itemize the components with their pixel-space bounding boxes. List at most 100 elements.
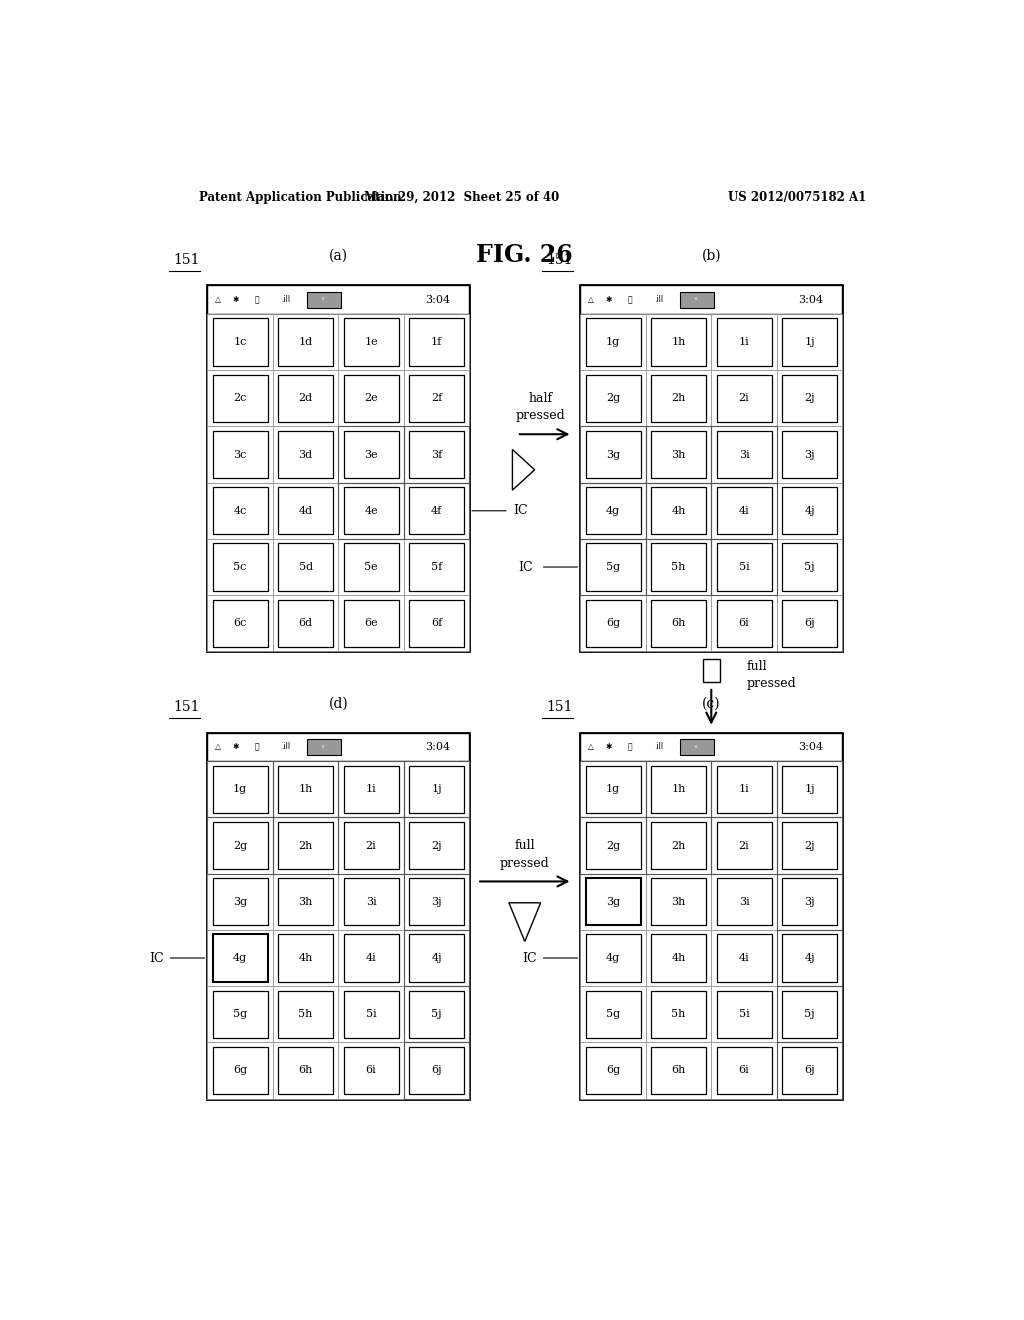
Bar — [272, 817, 338, 874]
Bar — [581, 762, 646, 817]
Text: (a): (a) — [329, 249, 348, 263]
Bar — [777, 483, 842, 539]
Bar — [712, 595, 777, 651]
Bar — [646, 539, 712, 595]
Bar — [782, 487, 837, 535]
Bar — [581, 539, 646, 595]
Bar — [680, 739, 714, 755]
Bar — [279, 878, 333, 925]
Text: 1e: 1e — [365, 337, 378, 347]
Bar — [777, 314, 842, 370]
Bar — [646, 1043, 712, 1098]
Bar — [646, 817, 712, 874]
Text: 5c: 5c — [233, 562, 247, 572]
Text: 5e: 5e — [365, 562, 378, 572]
Text: pressed: pressed — [748, 677, 797, 690]
Bar — [403, 762, 469, 817]
Bar — [338, 483, 403, 539]
Bar — [782, 599, 837, 647]
Bar — [777, 986, 842, 1043]
Bar — [712, 426, 777, 483]
Bar — [717, 375, 771, 422]
Text: 4g: 4g — [233, 953, 247, 964]
Bar — [207, 314, 272, 370]
Bar — [213, 1047, 267, 1094]
Bar — [586, 766, 641, 813]
Bar — [717, 544, 771, 590]
Text: 2d: 2d — [299, 393, 312, 404]
Text: 6g: 6g — [233, 1065, 247, 1076]
Bar — [272, 929, 338, 986]
Bar — [586, 990, 641, 1038]
Bar — [207, 817, 272, 874]
Bar — [777, 986, 842, 1043]
Bar — [409, 878, 464, 925]
Bar — [343, 430, 398, 478]
Text: 3:04: 3:04 — [799, 294, 823, 305]
Text: US 2012/0075182 A1: US 2012/0075182 A1 — [728, 190, 866, 203]
Bar — [777, 426, 842, 483]
Bar — [777, 762, 842, 817]
Bar — [343, 766, 398, 813]
Bar — [712, 762, 777, 817]
Text: 4g: 4g — [606, 506, 621, 516]
Bar — [717, 599, 771, 647]
Bar — [712, 539, 777, 595]
Text: 5f: 5f — [431, 562, 442, 572]
Text: 151: 151 — [173, 253, 200, 267]
Text: 6i: 6i — [738, 1065, 750, 1076]
Text: 3j: 3j — [431, 896, 441, 907]
Text: 令: 令 — [255, 296, 259, 304]
Text: 1j: 1j — [804, 337, 815, 347]
Text: 2h: 2h — [672, 841, 686, 850]
Bar — [409, 430, 464, 478]
Bar — [581, 483, 646, 539]
Bar — [782, 430, 837, 478]
Bar — [651, 430, 707, 478]
Bar — [777, 929, 842, 986]
Text: 3h: 3h — [672, 896, 686, 907]
Bar — [782, 544, 837, 590]
Bar — [581, 733, 842, 1098]
Bar — [712, 817, 777, 874]
Text: 令: 令 — [628, 296, 633, 304]
Bar — [403, 483, 469, 539]
Bar — [279, 599, 333, 647]
Bar — [409, 375, 464, 422]
Bar — [782, 318, 837, 366]
Text: ⚡: ⚡ — [321, 297, 325, 302]
Bar — [207, 733, 469, 1098]
Bar — [581, 1043, 646, 1098]
Text: full: full — [514, 840, 536, 853]
Text: 6i: 6i — [366, 1065, 377, 1076]
Bar — [279, 375, 333, 422]
Bar — [777, 539, 842, 595]
Text: 4i: 4i — [366, 953, 377, 964]
Bar — [712, 762, 777, 817]
Bar — [403, 874, 469, 929]
Text: 2h: 2h — [298, 841, 312, 850]
Text: 5h: 5h — [672, 562, 686, 572]
Bar — [651, 935, 707, 982]
Bar — [581, 762, 646, 817]
Bar — [213, 878, 267, 925]
Bar — [646, 762, 712, 817]
Bar — [777, 1043, 842, 1098]
Bar — [338, 929, 403, 986]
Bar — [338, 762, 403, 817]
Bar — [646, 426, 712, 483]
Bar — [279, 1047, 333, 1094]
Bar — [717, 430, 771, 478]
Text: ⚡: ⚡ — [693, 744, 697, 750]
Bar — [207, 285, 469, 314]
Text: IC: IC — [150, 952, 164, 965]
Text: 6d: 6d — [299, 618, 312, 628]
Bar — [581, 874, 646, 929]
Text: 5i: 5i — [738, 562, 750, 572]
Text: 3i: 3i — [738, 896, 750, 907]
Text: 4g: 4g — [606, 953, 621, 964]
Text: 1g: 1g — [606, 337, 621, 347]
Text: (c): (c) — [702, 697, 721, 710]
Bar — [207, 929, 272, 986]
Bar — [646, 483, 712, 539]
